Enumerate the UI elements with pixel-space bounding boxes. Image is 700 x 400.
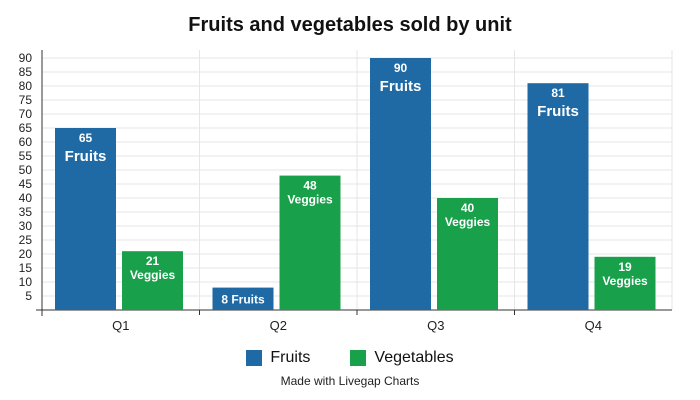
x-tick-label: Q2 <box>270 318 287 333</box>
data-label-series: Fruits <box>65 148 107 165</box>
data-label-series: Veggies <box>602 274 648 288</box>
y-tick-label: 30 <box>19 219 33 233</box>
bar-vegetables-q4 <box>594 256 656 310</box>
bar-fruits-q2 <box>212 287 274 310</box>
y-tick-label: 25 <box>19 233 33 247</box>
y-tick-label: 90 <box>19 51 33 65</box>
data-label-series: Veggies <box>445 215 491 229</box>
y-tick-label: 50 <box>19 163 33 177</box>
credit-text: Made with Livegap Charts <box>280 374 420 388</box>
data-label-series: Veggies <box>130 268 176 282</box>
bar-fruits-q4 <box>527 83 589 310</box>
data-label-value: 48 <box>303 179 317 193</box>
data-label-value: 19 <box>618 260 632 274</box>
data-label-value: 21 <box>146 254 160 268</box>
legend: Fruits Vegetables <box>0 349 700 367</box>
y-tick-label: 10 <box>19 275 33 289</box>
data-label-value: 65 <box>79 131 93 145</box>
data-label: 8 Fruits <box>221 293 265 307</box>
bar-vegetables-q2 <box>279 175 341 310</box>
legend-item-fruits[interactable]: Fruits <box>246 349 310 367</box>
y-tick-label: 55 <box>19 149 33 163</box>
y-tick-label: 80 <box>19 79 33 93</box>
y-tick-label: 20 <box>19 247 33 261</box>
x-tick-label: Q1 <box>112 318 129 333</box>
y-tick-label: 5 <box>25 289 32 303</box>
bar-fruits-q3 <box>370 58 431 310</box>
data-label-value: 90 <box>394 61 408 75</box>
y-tick-label: 85 <box>19 65 33 79</box>
bar-fruits-q1 <box>55 128 116 310</box>
legend-swatch-vegetables <box>350 350 367 366</box>
legend-label-fruits: Fruits <box>270 349 311 366</box>
x-tick-label: Q3 <box>427 318 444 333</box>
data-label-series: Fruits <box>537 103 579 120</box>
data-label-series: Veggies <box>287 193 333 207</box>
y-tick-label: 65 <box>19 121 33 135</box>
y-tick-label: 15 <box>19 261 33 275</box>
data-label-value: 81 <box>551 86 565 100</box>
y-tick-label: 40 <box>19 191 33 205</box>
y-tick-label: 35 <box>19 205 33 219</box>
legend-item-vegetables[interactable]: Vegetables <box>350 349 454 367</box>
data-label-value: 40 <box>461 201 475 215</box>
data-label-series: Fruits <box>380 78 422 95</box>
bar-vegetables-q1 <box>122 251 183 310</box>
chart-title: Fruits and vegetables sold by unit <box>188 14 512 36</box>
y-tick-label: 45 <box>19 177 33 191</box>
y-tick-label: 70 <box>19 107 33 121</box>
bar-vegetables-q3 <box>437 198 498 310</box>
y-tick-label: 60 <box>19 135 33 149</box>
y-tick-label: 75 <box>19 93 33 107</box>
legend-label-vegetables: Vegetables <box>374 349 454 366</box>
legend-swatch-fruits <box>246 350 263 366</box>
x-tick-label: Q4 <box>585 318 602 333</box>
